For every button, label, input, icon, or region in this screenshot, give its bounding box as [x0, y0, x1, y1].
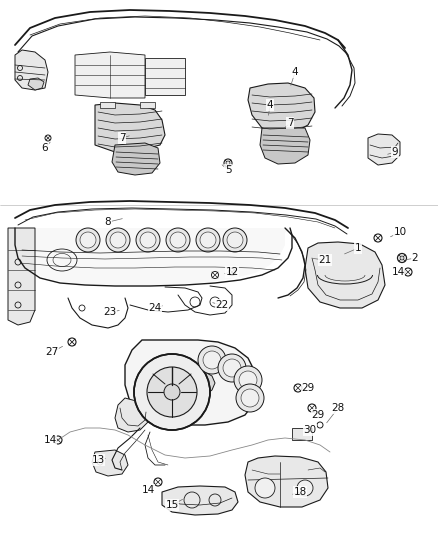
Circle shape — [200, 232, 216, 248]
Text: 12: 12 — [226, 267, 239, 277]
Circle shape — [212, 271, 219, 279]
Circle shape — [80, 232, 96, 248]
Polygon shape — [15, 50, 48, 90]
Circle shape — [239, 371, 257, 389]
Circle shape — [400, 256, 404, 260]
Circle shape — [134, 354, 210, 430]
Circle shape — [224, 159, 232, 167]
Circle shape — [294, 384, 302, 392]
Circle shape — [54, 436, 62, 444]
Polygon shape — [248, 83, 315, 133]
Circle shape — [76, 228, 100, 252]
Circle shape — [45, 135, 51, 141]
Text: 30: 30 — [304, 425, 317, 435]
Polygon shape — [95, 103, 165, 152]
Circle shape — [241, 389, 259, 407]
Polygon shape — [75, 52, 145, 98]
Text: 14: 14 — [141, 485, 155, 495]
Text: 8: 8 — [105, 217, 111, 227]
Polygon shape — [28, 78, 44, 90]
Text: 4: 4 — [292, 67, 298, 77]
Circle shape — [234, 366, 262, 394]
Text: 14: 14 — [43, 435, 57, 445]
Polygon shape — [125, 340, 258, 425]
Text: 7: 7 — [119, 133, 125, 143]
Text: 4: 4 — [267, 100, 273, 110]
Circle shape — [223, 228, 247, 252]
Polygon shape — [245, 456, 328, 507]
Polygon shape — [115, 398, 148, 432]
Text: 22: 22 — [215, 300, 229, 310]
Polygon shape — [112, 143, 160, 175]
Polygon shape — [162, 486, 238, 515]
Circle shape — [404, 268, 412, 276]
Text: 6: 6 — [42, 143, 48, 153]
Polygon shape — [92, 450, 128, 476]
Circle shape — [255, 478, 275, 498]
Circle shape — [226, 161, 230, 165]
Circle shape — [317, 422, 323, 428]
Polygon shape — [140, 102, 155, 108]
Circle shape — [140, 232, 156, 248]
Text: 29: 29 — [301, 383, 314, 393]
Text: 27: 27 — [46, 347, 59, 357]
Circle shape — [147, 367, 197, 417]
Text: 5: 5 — [225, 165, 231, 175]
Text: 15: 15 — [166, 500, 179, 510]
Polygon shape — [8, 228, 35, 325]
Circle shape — [218, 354, 246, 382]
Circle shape — [297, 480, 313, 496]
Text: 28: 28 — [332, 403, 345, 413]
Circle shape — [223, 359, 241, 377]
Circle shape — [136, 228, 160, 252]
Circle shape — [229, 269, 236, 276]
Polygon shape — [260, 128, 310, 164]
Circle shape — [198, 346, 226, 374]
Circle shape — [308, 404, 316, 412]
Text: 10: 10 — [393, 227, 406, 237]
Circle shape — [203, 351, 221, 369]
Polygon shape — [368, 134, 400, 165]
Text: 24: 24 — [148, 303, 162, 313]
Polygon shape — [305, 242, 385, 308]
Circle shape — [374, 234, 382, 242]
Circle shape — [170, 232, 186, 248]
Text: 23: 23 — [103, 307, 117, 317]
Circle shape — [68, 338, 76, 346]
Circle shape — [154, 478, 162, 486]
Circle shape — [196, 228, 220, 252]
Text: 18: 18 — [293, 487, 307, 497]
Text: 9: 9 — [392, 147, 398, 157]
Polygon shape — [185, 372, 215, 395]
Circle shape — [227, 232, 243, 248]
Polygon shape — [145, 58, 185, 95]
Circle shape — [166, 228, 190, 252]
Text: 13: 13 — [92, 455, 105, 465]
Text: 21: 21 — [318, 255, 332, 265]
Polygon shape — [100, 102, 115, 108]
Circle shape — [110, 232, 126, 248]
Text: 1: 1 — [355, 243, 361, 253]
Text: 14: 14 — [392, 267, 405, 277]
Polygon shape — [292, 428, 312, 440]
Circle shape — [106, 228, 130, 252]
Circle shape — [236, 384, 264, 412]
Circle shape — [164, 384, 180, 400]
Polygon shape — [15, 228, 290, 285]
Text: 29: 29 — [311, 410, 325, 420]
Circle shape — [398, 254, 406, 262]
Text: 2: 2 — [412, 253, 418, 263]
Text: 7: 7 — [287, 118, 293, 128]
